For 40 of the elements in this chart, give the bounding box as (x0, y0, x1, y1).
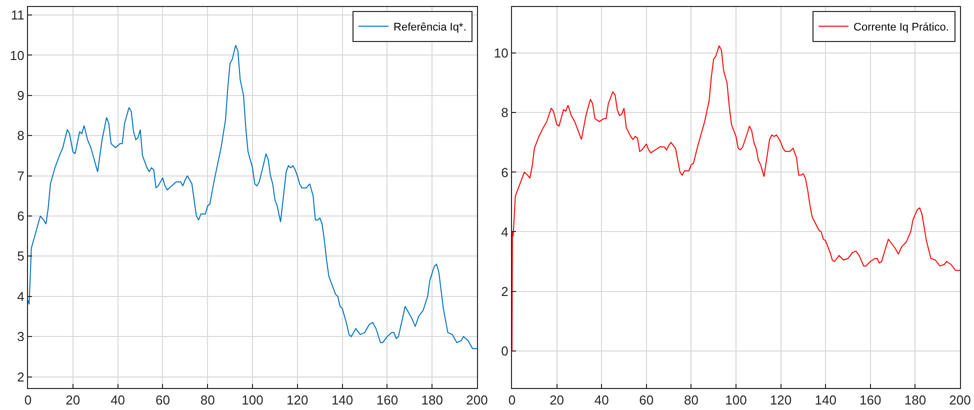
y-tick-label: 0 (501, 343, 508, 358)
x-tick-label: 80 (200, 392, 215, 408)
y-tick-label: 10 (10, 48, 24, 63)
legend-label: Corrente Iq Prático. (854, 22, 949, 34)
x-tick-label: 60 (639, 392, 654, 408)
y-tick-label: 10 (494, 46, 508, 61)
x-tick-label: 120 (770, 392, 792, 408)
y-tick-label: 8 (17, 128, 24, 144)
legend-label: Referência Iq*. (394, 22, 466, 34)
x-tick-label: 60 (155, 392, 170, 408)
line-series (512, 45, 960, 352)
x-tick-label: 180 (421, 392, 443, 408)
x-tick-label: 100 (242, 392, 264, 408)
x-tick-label: 20 (66, 392, 80, 408)
y-tick-label: 5 (17, 248, 24, 264)
y-tick-label: 6 (501, 164, 508, 180)
line-series (28, 44, 477, 350)
x-tick-label: 80 (684, 392, 698, 408)
y-tick-label: 2 (501, 284, 508, 299)
x-tick-label: 40 (110, 392, 126, 408)
y-tick-label: 11 (10, 8, 24, 23)
y-tick-label: 3 (17, 329, 24, 344)
y-tick-label: 8 (501, 105, 508, 120)
x-tick-label: 120 (286, 392, 308, 408)
x-tick-label: 140 (814, 392, 836, 408)
x-tick-label: 40 (594, 392, 609, 408)
x-tick-label: 160 (860, 392, 882, 408)
x-tick-label: 100 (725, 392, 747, 408)
x-tick-label: 160 (376, 392, 398, 408)
x-tick-label: 200 (949, 392, 971, 408)
y-tick-label: 2 (17, 369, 24, 384)
y-tick-label: 7 (17, 168, 24, 184)
x-tick-label: 140 (331, 392, 354, 408)
y-tick-label: 4 (501, 224, 508, 240)
y-tick-label: 9 (17, 88, 24, 103)
y-tick-label: 4 (17, 288, 24, 304)
x-tick-label: 180 (904, 392, 926, 408)
x-tick-label: 200 (466, 392, 488, 408)
y-tick-label: 6 (17, 208, 24, 224)
x-tick-label: 20 (550, 392, 564, 408)
